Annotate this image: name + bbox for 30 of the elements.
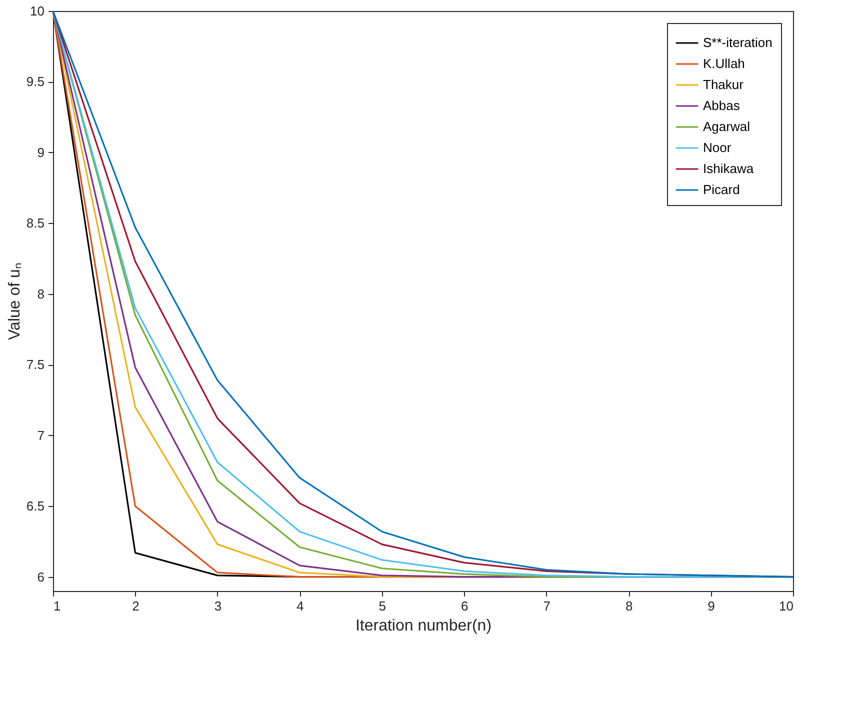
y-tick-label: 6 xyxy=(37,569,44,584)
x-tick-label: 8 xyxy=(625,598,633,614)
x-tick-label: 3 xyxy=(214,598,222,614)
legend-label: Thakur xyxy=(703,77,744,92)
x-tick-label: 1 xyxy=(54,598,61,614)
y-tick-label: 9.5 xyxy=(26,74,44,90)
legend-label: Picard xyxy=(703,182,740,197)
y-tick-label: 9 xyxy=(37,144,44,160)
legend-label: Noor xyxy=(703,140,732,155)
x-tick-label: 4 xyxy=(296,598,304,614)
y-tick-label: 10 xyxy=(30,4,44,18)
x-tick-label: 7 xyxy=(543,598,550,614)
y-tick-label: 8.5 xyxy=(26,216,44,231)
x-tick-label: 10 xyxy=(779,598,794,614)
y-tick-label: 8 xyxy=(37,286,44,302)
legend-label: Agarwal xyxy=(703,119,750,134)
y-axis-title: Value of uₙ xyxy=(6,263,24,340)
legend-label: K.Ullah xyxy=(703,56,745,71)
x-tick-label: 5 xyxy=(378,598,386,614)
legend-label: Ishikawa xyxy=(703,161,754,176)
y-tick-label: 7.5 xyxy=(26,357,44,372)
legend-label: Abbas xyxy=(703,98,740,113)
line-series xyxy=(52,10,794,578)
x-tick-label: 2 xyxy=(132,598,140,614)
y-tick-label: 6.5 xyxy=(26,498,44,514)
y-tick-label: 7 xyxy=(37,428,44,443)
x-axis-title: Iteration number(n) xyxy=(355,618,492,634)
x-tick-label: 9 xyxy=(708,598,715,614)
legend-label: S**-iteration xyxy=(703,35,772,50)
x-tick-label: 6 xyxy=(460,598,468,614)
